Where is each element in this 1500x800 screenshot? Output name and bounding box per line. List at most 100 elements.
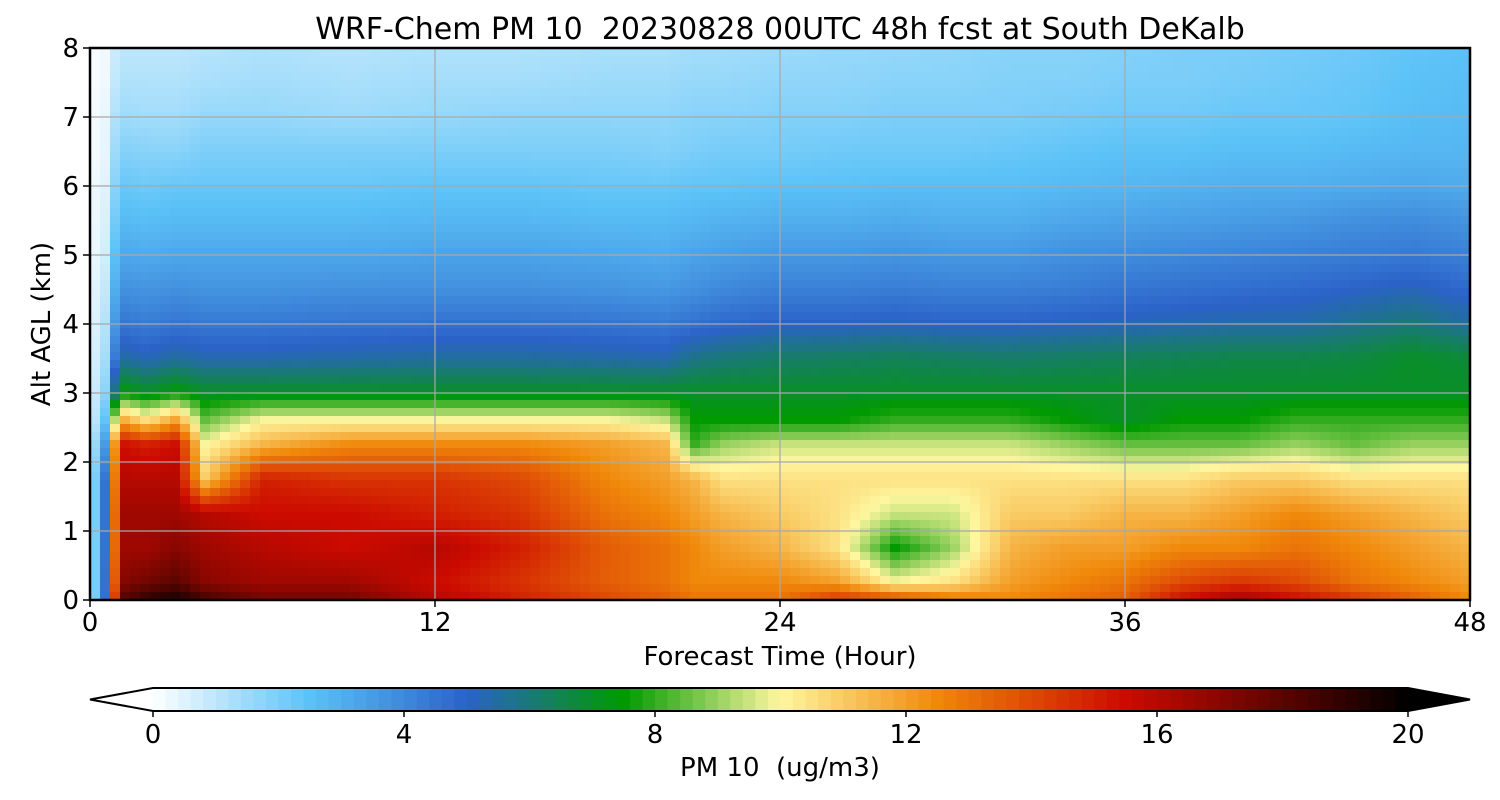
heat-cell	[330, 240, 341, 249]
heat-cell	[1440, 192, 1451, 201]
heat-cell	[1400, 272, 1411, 281]
heat-cell	[380, 248, 391, 257]
heat-cell	[1430, 208, 1441, 217]
heat-cell	[1250, 272, 1261, 281]
heat-cell	[1400, 240, 1411, 249]
heat-cell	[1370, 224, 1381, 233]
heat-cell	[470, 184, 481, 193]
heat-cell	[770, 96, 781, 105]
heat-cell	[860, 328, 871, 337]
heat-cell	[460, 240, 471, 249]
heat-cell	[390, 64, 401, 73]
heat-cell	[630, 104, 641, 113]
heat-cell	[170, 272, 181, 281]
heat-cell	[830, 248, 841, 257]
heat-cell	[820, 312, 831, 321]
heat-cell	[710, 160, 721, 169]
heat-cell	[1260, 176, 1271, 185]
heat-cell	[1150, 152, 1161, 161]
heat-cell	[900, 160, 911, 169]
heat-cell	[730, 312, 741, 321]
heat-cell	[1160, 248, 1171, 257]
heat-cell	[1440, 88, 1451, 97]
heat-cell	[750, 312, 761, 321]
heat-cell	[1270, 208, 1281, 217]
heat-cell	[1280, 192, 1291, 201]
heat-cell	[1390, 288, 1401, 297]
heat-cell	[110, 48, 121, 57]
heat-cell	[90, 336, 101, 345]
heat-cell	[1460, 248, 1471, 257]
heat-cell	[1220, 144, 1231, 153]
heat-cell	[640, 216, 651, 225]
heat-cell	[1420, 224, 1431, 233]
heat-cell	[140, 240, 151, 249]
heat-cell	[700, 312, 711, 321]
heat-cell	[530, 216, 541, 225]
heat-cell	[630, 128, 641, 137]
heat-cell	[560, 72, 571, 81]
heat-cell	[570, 184, 581, 193]
heat-cell	[1160, 192, 1171, 201]
heat-cell	[1240, 88, 1251, 97]
heat-cell	[190, 144, 201, 153]
heat-cell	[920, 280, 931, 289]
heat-cell	[930, 64, 941, 73]
heat-cell	[280, 80, 291, 89]
heat-cell	[530, 272, 541, 281]
heat-cell	[1180, 288, 1191, 297]
heat-cell	[630, 144, 641, 153]
heat-cell	[440, 272, 451, 281]
heat-cell	[500, 288, 511, 297]
heat-cell	[600, 264, 611, 273]
heat-cell	[1050, 296, 1061, 305]
heat-cell	[970, 72, 981, 81]
heat-cell	[700, 208, 711, 217]
heat-cell	[440, 48, 451, 57]
heat-cell	[660, 136, 671, 145]
heat-cell	[370, 248, 381, 257]
heat-cell	[620, 184, 631, 193]
heat-cell	[960, 224, 971, 233]
heat-cell	[460, 96, 471, 105]
heat-cell	[530, 72, 541, 81]
heat-cell	[810, 248, 821, 257]
heat-cell	[670, 136, 681, 145]
heat-cell	[630, 240, 641, 249]
heat-cell	[990, 176, 1001, 185]
heat-cell	[700, 176, 711, 185]
heat-cell	[160, 216, 171, 225]
heat-cell	[90, 264, 101, 273]
heat-cell	[760, 56, 771, 65]
heat-cell	[1190, 104, 1201, 113]
heat-cell	[810, 88, 821, 97]
heat-cell	[260, 160, 271, 169]
heat-cell	[660, 72, 671, 81]
heat-cell	[230, 256, 241, 265]
heat-cell	[1330, 64, 1341, 73]
heat-cell	[1280, 168, 1291, 177]
heat-cell	[1170, 96, 1181, 105]
heat-cell	[1140, 224, 1151, 233]
heat-cell	[450, 248, 461, 257]
heat-cell	[220, 256, 231, 265]
heat-cell	[410, 168, 421, 177]
heat-cell	[1270, 280, 1281, 289]
heat-cell	[900, 168, 911, 177]
heat-cell	[1390, 104, 1401, 113]
heat-cell	[1160, 232, 1171, 241]
heat-cell	[600, 144, 611, 153]
heat-cell	[450, 192, 461, 201]
heat-cell	[170, 56, 181, 65]
heat-cell	[620, 176, 631, 185]
heat-cell	[480, 72, 491, 81]
heat-cell	[750, 160, 761, 169]
heat-cell	[950, 80, 961, 89]
heat-cell	[1450, 160, 1461, 169]
heat-cell	[610, 184, 621, 193]
heat-cell	[340, 80, 351, 89]
heat-cell	[530, 48, 541, 57]
heat-cell	[250, 232, 261, 241]
heat-cell	[1080, 184, 1091, 193]
heat-cell	[420, 80, 431, 89]
